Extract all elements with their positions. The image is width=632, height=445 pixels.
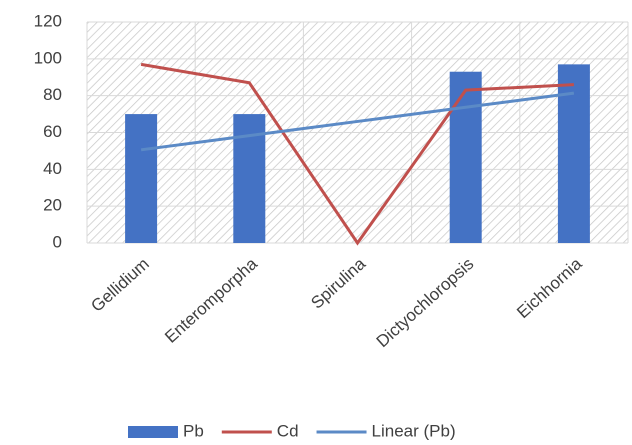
x-tick-label: Dictyochloropsis (373, 254, 478, 351)
bar (449, 71, 482, 243)
legend-label: Linear (Pb) (372, 421, 456, 440)
x-tick-label: Eichhornia (513, 254, 586, 322)
y-tick-label: 100 (34, 48, 62, 67)
x-tick-label: Enteromporpha (161, 254, 261, 347)
legend-swatch (128, 426, 178, 438)
x-tick-label: Spirulina (307, 254, 369, 313)
line (140, 62, 574, 246)
x-tick-label: Gellidium (87, 254, 152, 316)
y-tick-label: 80 (43, 85, 62, 104)
y-tick-label: 60 (43, 122, 62, 141)
bar (557, 64, 590, 243)
y-tick-label: 40 (43, 159, 62, 178)
y-tick-label: 20 (43, 196, 62, 215)
y-tick-label: 120 (34, 11, 62, 30)
bar (125, 114, 158, 243)
legend-label: Cd (277, 421, 299, 440)
legend-label: Pb (183, 421, 204, 440)
y-tick-label: 0 (53, 232, 62, 251)
line (140, 91, 575, 152)
legend: Pb Cd Linear (Pb) (128, 421, 456, 440)
